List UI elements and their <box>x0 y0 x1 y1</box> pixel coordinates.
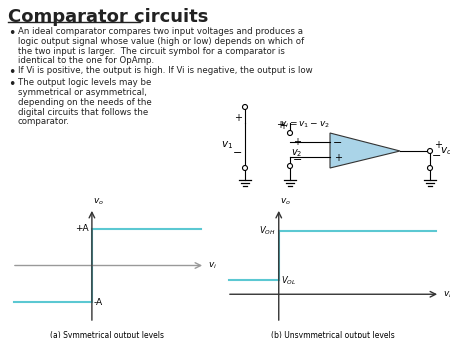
Text: $v_o$: $v_o$ <box>93 196 104 207</box>
Text: the two input is larger.  The circuit symbol for a comparator is: the two input is larger. The circuit sym… <box>18 47 285 55</box>
Text: identical to the one for OpAmp.: identical to the one for OpAmp. <box>18 56 154 65</box>
Text: •: • <box>8 66 15 79</box>
Text: -A: -A <box>94 298 103 307</box>
Text: •: • <box>8 78 15 91</box>
Text: +: + <box>234 113 242 123</box>
Text: If Vi is positive, the output is high. If Vi is negative, the output is low: If Vi is positive, the output is high. I… <box>18 66 313 75</box>
Text: depending on the needs of the: depending on the needs of the <box>18 98 152 107</box>
Text: comparator.: comparator. <box>18 117 70 126</box>
Text: $v_i$: $v_i$ <box>443 289 450 299</box>
Text: −: − <box>333 138 343 148</box>
Text: +: + <box>276 120 284 130</box>
Circle shape <box>288 130 292 136</box>
Text: (a) Symmetrical output levels: (a) Symmetrical output levels <box>50 331 165 338</box>
Text: The output logic levels may be: The output logic levels may be <box>18 78 151 87</box>
Text: (b) Unsymmetrical output levels: (b) Unsymmetrical output levels <box>270 331 394 338</box>
Circle shape <box>428 166 432 170</box>
Text: +A: +A <box>75 224 89 233</box>
Text: $v_1$: $v_1$ <box>221 139 233 151</box>
Circle shape <box>428 148 432 153</box>
Text: Comparator circuits: Comparator circuits <box>8 8 208 26</box>
Text: •: • <box>8 27 15 40</box>
Text: $V_{OL}$: $V_{OL}$ <box>281 274 296 287</box>
Circle shape <box>288 164 292 169</box>
Circle shape <box>243 166 248 170</box>
Text: digital circuits that follows the: digital circuits that follows the <box>18 107 148 117</box>
Polygon shape <box>330 133 400 168</box>
Text: +: + <box>434 140 442 150</box>
Text: $v_o$: $v_o$ <box>440 145 450 157</box>
Text: $v_i = v_1 - v_2$: $v_i = v_1 - v_2$ <box>280 120 330 130</box>
Text: +: + <box>293 137 301 147</box>
Text: $v_i$: $v_i$ <box>208 260 217 271</box>
Text: −: − <box>233 148 242 158</box>
Text: symmetrical or asymmetrical,: symmetrical or asymmetrical, <box>18 88 147 97</box>
Circle shape <box>243 104 248 110</box>
Text: −: − <box>432 151 441 161</box>
Text: $v_o$: $v_o$ <box>280 196 291 207</box>
Text: $v_2$: $v_2$ <box>291 147 302 159</box>
Text: +: + <box>334 153 342 163</box>
Text: $V_{OH}$: $V_{OH}$ <box>259 225 276 237</box>
Text: An ideal comparator compares two input voltages and produces a: An ideal comparator compares two input v… <box>18 27 303 36</box>
Text: logic output signal whose value (high or low) depends on which of: logic output signal whose value (high or… <box>18 37 304 46</box>
Text: +: + <box>279 121 287 131</box>
Text: −: − <box>293 155 302 165</box>
